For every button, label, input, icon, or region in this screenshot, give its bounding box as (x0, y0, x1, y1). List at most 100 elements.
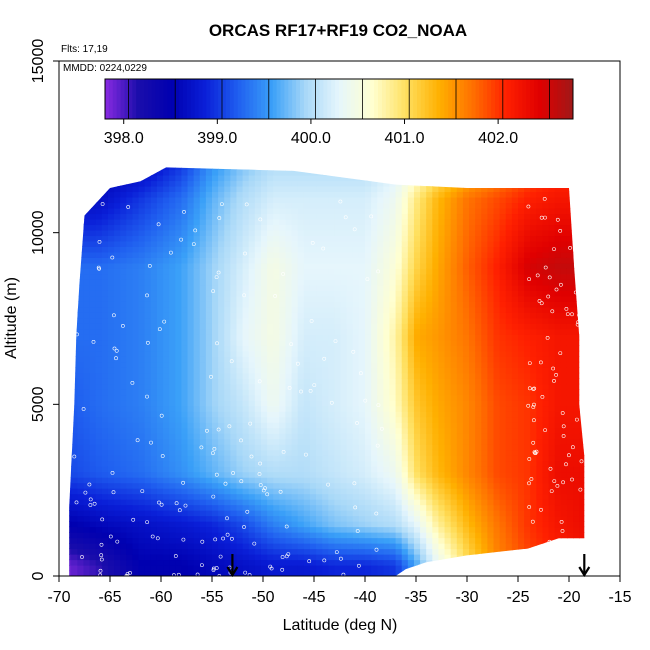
field-cell (205, 224, 213, 231)
field-cell (169, 559, 176, 566)
field-cell (285, 460, 293, 467)
field-cell (243, 153, 250, 159)
field-cell (426, 389, 433, 396)
field-cell (413, 460, 421, 467)
field-cell (163, 394, 170, 401)
field-cell (199, 202, 207, 209)
field-cell (230, 367, 238, 374)
field-cell (150, 543, 158, 550)
field-cell (175, 295, 182, 302)
field-cell (309, 345, 317, 352)
field-cell (248, 504, 256, 511)
field-cell (248, 394, 256, 401)
field-cell (95, 334, 103, 341)
field-cell (401, 339, 409, 346)
field-cell (224, 455, 231, 462)
field-cell (114, 224, 121, 231)
field-cell (291, 438, 299, 445)
field-cell (260, 565, 268, 572)
field-cell (59, 268, 66, 274)
field-cell (365, 185, 372, 193)
field-cell (291, 257, 299, 264)
field-cell (285, 284, 293, 291)
field-cell (322, 433, 329, 440)
field-cell (273, 218, 280, 226)
field-cell (389, 191, 397, 198)
field-cell (77, 422, 85, 429)
field-cell (377, 262, 384, 269)
field-cell (260, 312, 268, 319)
field-cell (187, 268, 195, 275)
field-cell (224, 405, 231, 412)
field-cell (450, 515, 458, 522)
field-cell (132, 389, 140, 396)
field-cell (205, 383, 213, 390)
field-cell (230, 323, 238, 330)
field-cell (358, 559, 366, 566)
field-cell (340, 499, 348, 506)
field-cell (236, 167, 244, 171)
field-cell (120, 295, 127, 302)
field-cell (358, 257, 366, 264)
field-cell (346, 350, 354, 357)
field-cell (426, 444, 433, 451)
field-cell (212, 218, 219, 226)
field-cell (291, 169, 299, 176)
field-cell (316, 405, 323, 412)
field-cell (59, 285, 66, 291)
field-cell (358, 378, 366, 385)
field-cell (181, 400, 189, 407)
field-cell (156, 246, 164, 253)
field-cell (163, 537, 170, 544)
field-cell (248, 405, 256, 412)
field-cell (377, 559, 384, 566)
field-cell (138, 361, 146, 368)
field-cell (212, 301, 219, 308)
field-cell (193, 301, 201, 308)
field-cell (248, 449, 256, 456)
field-cell (407, 306, 415, 313)
field-cell (187, 532, 195, 539)
field-cell (59, 164, 66, 170)
field-cell (254, 312, 262, 319)
field-cell (107, 317, 115, 324)
field-cell (316, 521, 323, 528)
field-cell (59, 340, 66, 346)
field-cell (96, 153, 103, 159)
field-cell (138, 372, 146, 379)
field-cell (365, 493, 372, 500)
field-cell (389, 532, 397, 539)
field-cell (347, 153, 354, 159)
field-cell (401, 444, 409, 451)
field-cell (273, 565, 280, 572)
field-cell (59, 345, 66, 351)
field-cell (291, 361, 299, 368)
field-cell (426, 493, 433, 500)
field-cell (230, 257, 238, 264)
field-cell (267, 367, 274, 374)
field-cell (59, 439, 66, 445)
field-cell (450, 207, 458, 215)
field-cell (389, 196, 397, 204)
field-cell (291, 554, 299, 561)
field-cell (163, 317, 170, 324)
field-cell (340, 224, 348, 231)
field-cell (438, 526, 446, 533)
field-cell (316, 543, 323, 550)
field-cell (352, 284, 360, 291)
field-cell (303, 427, 311, 434)
field-cell (114, 433, 121, 440)
field-cell (267, 543, 274, 550)
field-cell (383, 350, 391, 357)
field-cell (432, 537, 440, 544)
field-cell (144, 273, 152, 280)
field-cell (69, 449, 72, 456)
field-cell (248, 284, 256, 291)
field-cell (199, 174, 207, 182)
field-cell (138, 235, 146, 242)
field-cell (69, 378, 72, 385)
field-cell (114, 153, 121, 159)
field-cell (218, 251, 225, 258)
field-cell (69, 174, 72, 182)
field-cell (420, 427, 427, 434)
